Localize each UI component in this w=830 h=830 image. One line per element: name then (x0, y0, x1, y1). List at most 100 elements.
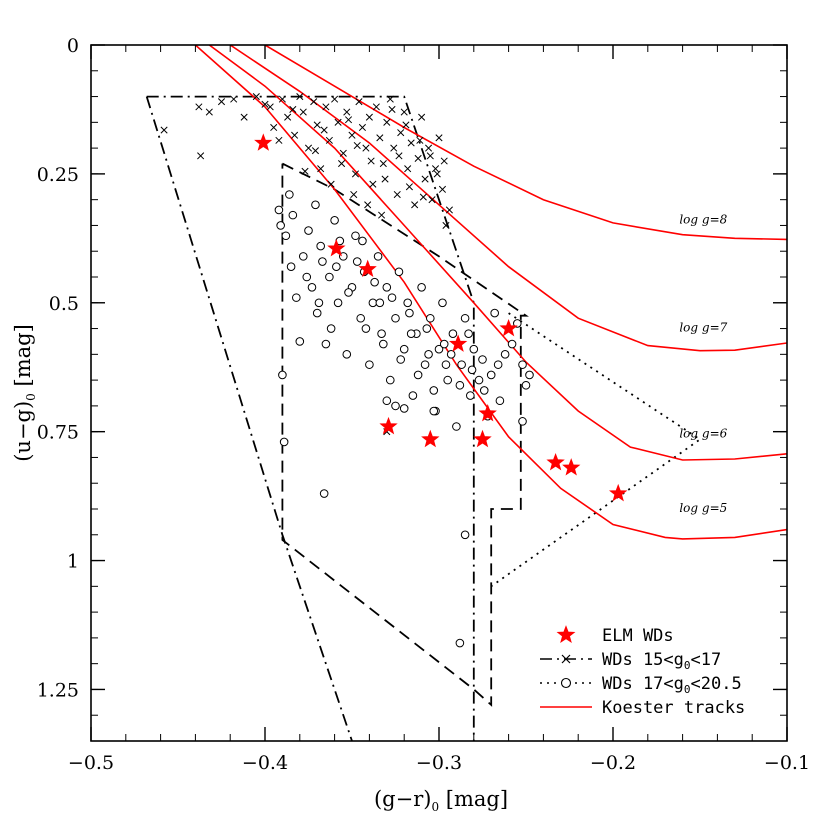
wd-circle-point (281, 231, 291, 241)
wd-cross-point (205, 108, 213, 116)
wd-circle-point (292, 293, 301, 302)
wd-cross-point (339, 149, 347, 157)
wd-circle-point (375, 298, 385, 308)
wd-cross-point (217, 98, 226, 106)
wd-circle-point (417, 283, 426, 292)
wd-circle-point (387, 293, 397, 302)
wd-cross-point (270, 123, 278, 132)
wd-circle-point (460, 530, 470, 540)
wd-circle-point (318, 257, 327, 266)
wd-circle-point (285, 190, 294, 199)
wd-cross-point (411, 201, 419, 209)
wd-cross-point (311, 147, 320, 155)
wd-circle-point (455, 638, 465, 648)
wd-cross-point (442, 221, 450, 229)
wd-circle-point (298, 252, 308, 261)
wd-circle-point (365, 360, 374, 369)
legend-label: WDs 17<g0<20.5 (602, 674, 742, 696)
wd-circle-point (469, 344, 479, 354)
wd-circle-point (319, 489, 329, 498)
wd-circle-point (426, 313, 435, 323)
wd-cross-point (325, 136, 333, 144)
wd-cross-point (195, 103, 203, 111)
wd-cross-point (379, 160, 387, 168)
wd-circle-point (478, 355, 487, 364)
wd-cross-point (320, 126, 328, 134)
wd-cross-point (428, 196, 436, 204)
wd-circle-point (351, 231, 360, 241)
x-tick-label: −0.3 (416, 752, 462, 774)
wd-cross-point (421, 175, 429, 183)
wd-circle-point (455, 380, 465, 390)
wd-circle-point (304, 226, 313, 235)
elm-star-point (609, 483, 628, 502)
wd-circle-point (479, 386, 489, 395)
wd-cross-point (435, 134, 443, 142)
wd-circle-point (274, 205, 284, 215)
wd-circle-point (486, 370, 496, 380)
wd-cross-point (400, 108, 408, 116)
wd-cross-point (358, 123, 366, 132)
wd-cross-point (372, 103, 380, 111)
wd-cross-point (197, 152, 205, 160)
selection-boundary (281, 162, 529, 707)
wd-circle-point (493, 360, 503, 369)
wd-circle-point (330, 215, 339, 225)
wd-cross-point (418, 113, 426, 121)
wd-circle-point (286, 262, 296, 271)
wd-cross-point (317, 165, 325, 173)
wd-cross-point (416, 136, 424, 144)
wd-circle-point (344, 288, 353, 297)
wd-cross-point (252, 93, 260, 101)
wd-cross-point (261, 100, 269, 108)
wd-circle-point (379, 339, 388, 349)
elm-star-point (358, 259, 377, 278)
wd-circle-point (464, 329, 473, 339)
wd-circle-point (518, 360, 527, 369)
wd-cross-point (351, 170, 360, 178)
elm-star-point (478, 403, 497, 422)
wd-cross-point (381, 175, 389, 183)
wd-circle-point (276, 221, 285, 230)
elm-star-point (254, 133, 273, 151)
wd-circle-point (370, 277, 379, 287)
wd-cross-point (310, 98, 318, 106)
elm-star-point (421, 429, 440, 448)
wd-cross-point (327, 180, 335, 188)
wd-cross-point (365, 113, 373, 121)
wd-cross-point (275, 136, 283, 144)
wd-circle-point (391, 401, 400, 411)
wd-cross-point (240, 113, 248, 121)
wd-cross-point (376, 134, 384, 142)
wd-cross-point (390, 144, 398, 152)
elm-star-point (473, 429, 492, 448)
wd-cross-point (438, 185, 447, 193)
wd-circle-point (525, 370, 534, 380)
wd-circle-point (361, 324, 371, 333)
wd-circle-point (438, 298, 447, 308)
wd-circle-point (307, 283, 317, 292)
wd-cross-point (414, 154, 422, 162)
wd-circle-point (326, 324, 336, 333)
legend-cross (561, 654, 571, 664)
wd-cross-point (331, 95, 339, 103)
selection-boundary (145, 96, 353, 741)
wd-cross-point (338, 160, 346, 168)
wd-circle-point (382, 396, 392, 406)
wd-circle-point (429, 406, 439, 416)
wd-circle-point (439, 339, 449, 349)
wd-circle-point (424, 350, 433, 359)
elm-star-point (379, 416, 398, 435)
wd-cross-point (388, 105, 396, 113)
wd-cross-point (230, 95, 238, 103)
wd-circle-point (312, 308, 322, 318)
x-axis-label: (g−r)0 [mag] (374, 787, 508, 814)
wd-cross-point (445, 206, 453, 214)
wd-circle-point (325, 272, 334, 282)
wd-cross-point (355, 98, 363, 106)
wd-circle-point (457, 360, 466, 369)
wd-circle-point (288, 210, 298, 220)
wd-cross-point (431, 165, 440, 173)
